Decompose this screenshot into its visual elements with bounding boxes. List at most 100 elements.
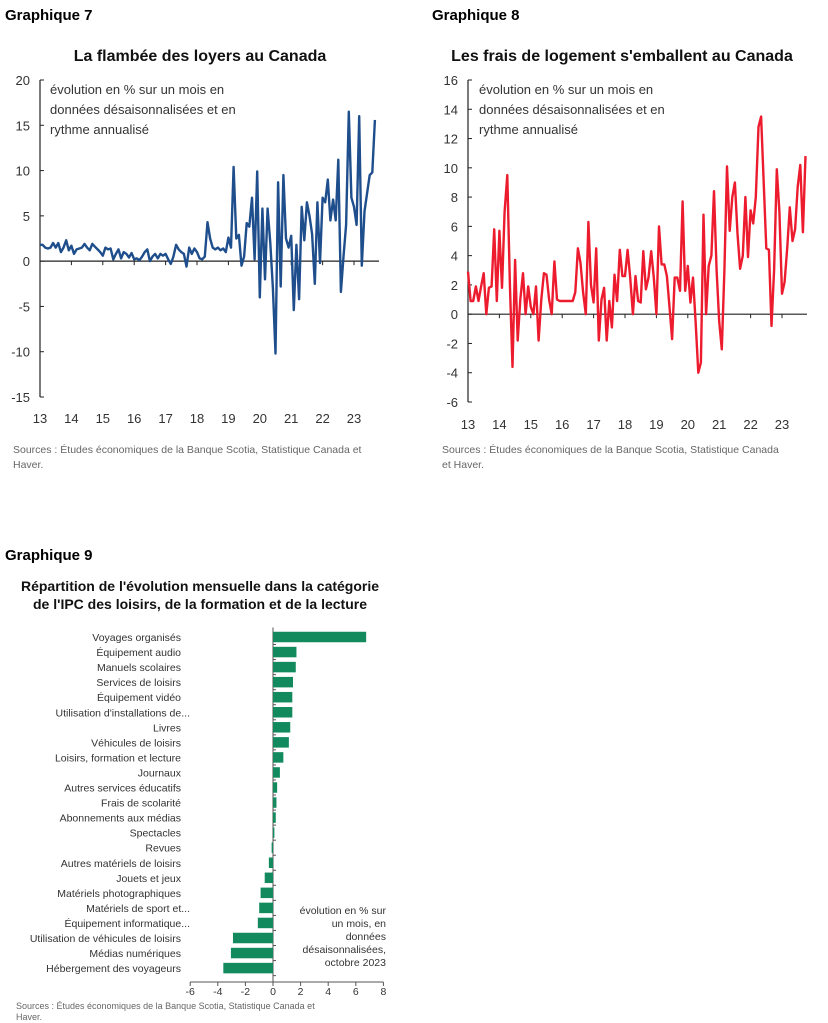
chart-7-x-tick-label: 22: [315, 411, 329, 426]
chart-9-category-label: Équipement audio: [96, 646, 181, 659]
chart-8-y-tick-label: 14: [444, 102, 458, 117]
chart-9-bar: [273, 661, 296, 673]
chart-8-annotation-line: évolution en % sur un mois en: [479, 82, 653, 97]
chart-9-category-label: Hébergement des voyageurs: [46, 963, 181, 975]
chart-9-category-label: Utilisation d'installations de...: [56, 707, 191, 719]
chart-9-category-label: Frais de scolarité: [101, 798, 181, 810]
chart-9-title: Répartition de l'évolution mensuelle dan…: [21, 578, 379, 594]
chart-9-category-label: Équipement vidéo: [97, 691, 181, 704]
chart-7-y-tick-label: -10: [11, 345, 30, 360]
chart-9-x-tick-label: -4: [213, 986, 222, 998]
chart-7-x-tick-label: 17: [158, 411, 172, 426]
chart-7-title: La flambée des loyers au Canada: [74, 48, 327, 65]
chart-9-x-tick-label: 6: [353, 986, 359, 998]
chart-7-y-tick-label: 20: [16, 73, 30, 88]
chart-9-category-label: Utilisation de véhicules de loisirs: [30, 933, 181, 945]
chart-9-x-tick-label: -2: [241, 986, 250, 998]
chart-9-title: de l'IPC des loisirs, de la formation et…: [33, 596, 367, 612]
chart-8-y-tick-label: 16: [444, 73, 458, 88]
chart-9-bar: [273, 827, 275, 838]
chart-9-category-label: Livres: [153, 722, 181, 734]
chart-8-x-tick-label: 21: [712, 417, 726, 432]
chart-8-y-tick-label: -4: [446, 366, 458, 381]
chart-9-header: Graphique 9: [5, 547, 93, 564]
chart-8-y-tick-label: 12: [444, 132, 458, 147]
chart-9-bar: [257, 917, 273, 929]
chart-8-x-tick-label: 22: [743, 417, 757, 432]
chart-8-header: Graphique 8: [432, 7, 520, 24]
chart-7-x-tick-label: 20: [253, 411, 267, 426]
chart-8-x-tick-label: 14: [492, 417, 506, 432]
chart-8-y-tick-label: -2: [446, 336, 458, 351]
chart-9: Graphique 9 Répartition de l'évolution m…: [5, 547, 386, 1022]
chart-9-category-label: Revues: [145, 843, 181, 855]
chart-7: Graphique 7 La flambée des loyers au Can…: [5, 7, 379, 471]
chart-7-y-tick-label: -15: [11, 390, 30, 405]
chart-9-bar: [273, 737, 289, 748]
chart-8-x-tick-label: 16: [555, 417, 569, 432]
chart-7-source: Haver.: [13, 459, 43, 471]
chart-7-annotation-line: rythme annualisé: [50, 122, 149, 137]
chart-9-category-label: Voyages organisés: [92, 632, 181, 644]
chart-8: Graphique 8 Les frais de logement s'emba…: [432, 7, 807, 471]
chart-7-y-tick-label: -5: [18, 299, 30, 314]
chart-8-y-tick-label: 2: [451, 278, 458, 293]
chart-9-annotation-line: désaisonnalisées,: [303, 944, 386, 956]
chart-8-x-tick-label: 13: [461, 417, 475, 432]
chart-8-title: Les frais de logement s'emballent au Can…: [451, 48, 793, 65]
chart-8-annotation-line: données désaisonnalisées et en: [479, 102, 665, 117]
chart-7-series-line: [40, 110, 377, 355]
chart-9-category-label: Journaux: [138, 767, 182, 779]
chart-8-x-tick-label: 23: [775, 417, 789, 432]
chart-9-category-label: Spectacles: [130, 828, 181, 840]
chart-7-annotation-line: évolution en % sur un mois en: [50, 82, 224, 97]
chart-8-x-tick-label: 20: [681, 417, 695, 432]
chart-9-bar: [273, 767, 280, 778]
chart-8-y-tick-label: -6: [446, 395, 458, 410]
chart-9-source: Sources : Études économiques de la Banqu…: [16, 1001, 315, 1011]
chart-7-y-tick-label: 0: [23, 254, 30, 269]
chart-7-x-tick-label: 14: [64, 411, 78, 426]
chart-9-bar: [273, 676, 294, 688]
chart-9-category-label: Abonnements aux médias: [60, 813, 181, 825]
chart-7-x-tick-label: 16: [127, 411, 141, 426]
chart-9-category-label: Matériels photographiques: [57, 888, 181, 900]
chart-9-annotation-line: évolution en % sur: [300, 905, 387, 917]
chart-7-header: Graphique 7: [5, 7, 93, 24]
chart-7-x-tick-label: 19: [221, 411, 235, 426]
chart-7-y-tick-label: 5: [23, 209, 30, 224]
chart-7-x-tick-label: 13: [33, 411, 47, 426]
chart-7-annotation-line: données désaisonnalisées et en: [50, 102, 236, 117]
chart-9-x-tick-label: -6: [186, 986, 195, 998]
chart-9-x-tick-label: 4: [325, 986, 331, 998]
chart-8-y-tick-label: 8: [451, 190, 458, 205]
chart-9-annotation-line: octobre 2023: [325, 957, 386, 969]
chart-9-category-label: Médias numériques: [89, 948, 181, 960]
chart-9-bar: [260, 887, 273, 899]
chart-9-bar: [273, 631, 367, 643]
chart-9-bar: [223, 962, 273, 974]
chart-8-annotation-line: rythme annualisé: [479, 122, 578, 137]
chart-7-x-tick-label: 23: [347, 411, 361, 426]
chart-8-series-line: [466, 115, 807, 374]
chart-9-bar: [273, 782, 278, 793]
chart-7-x-tick-label: 15: [96, 411, 110, 426]
chart-8-source: Sources : Études économiques de la Banqu…: [442, 443, 779, 456]
chart-9-bar: [273, 707, 293, 718]
chart-8-x-tick-label: 17: [586, 417, 600, 432]
chart-8-y-tick-label: 4: [451, 249, 458, 264]
chart-9-bar: [273, 646, 297, 658]
chart-9-x-tick-label: 0: [270, 986, 276, 998]
chart-9-category-label: Loisirs, formation et lecture: [55, 752, 181, 764]
chart-7-x-tick-label: 21: [284, 411, 298, 426]
chart-8-y-tick-label: 10: [444, 161, 458, 176]
chart-9-bar: [230, 947, 273, 959]
chart-8-source: et Haver.: [442, 459, 484, 471]
chart-9-source: Haver.: [16, 1012, 42, 1022]
chart-9-category-label: Manuels scolaires: [97, 662, 181, 674]
chart-8-y-tick-label: 0: [451, 307, 458, 322]
chart-8-x-tick-label: 15: [524, 417, 538, 432]
